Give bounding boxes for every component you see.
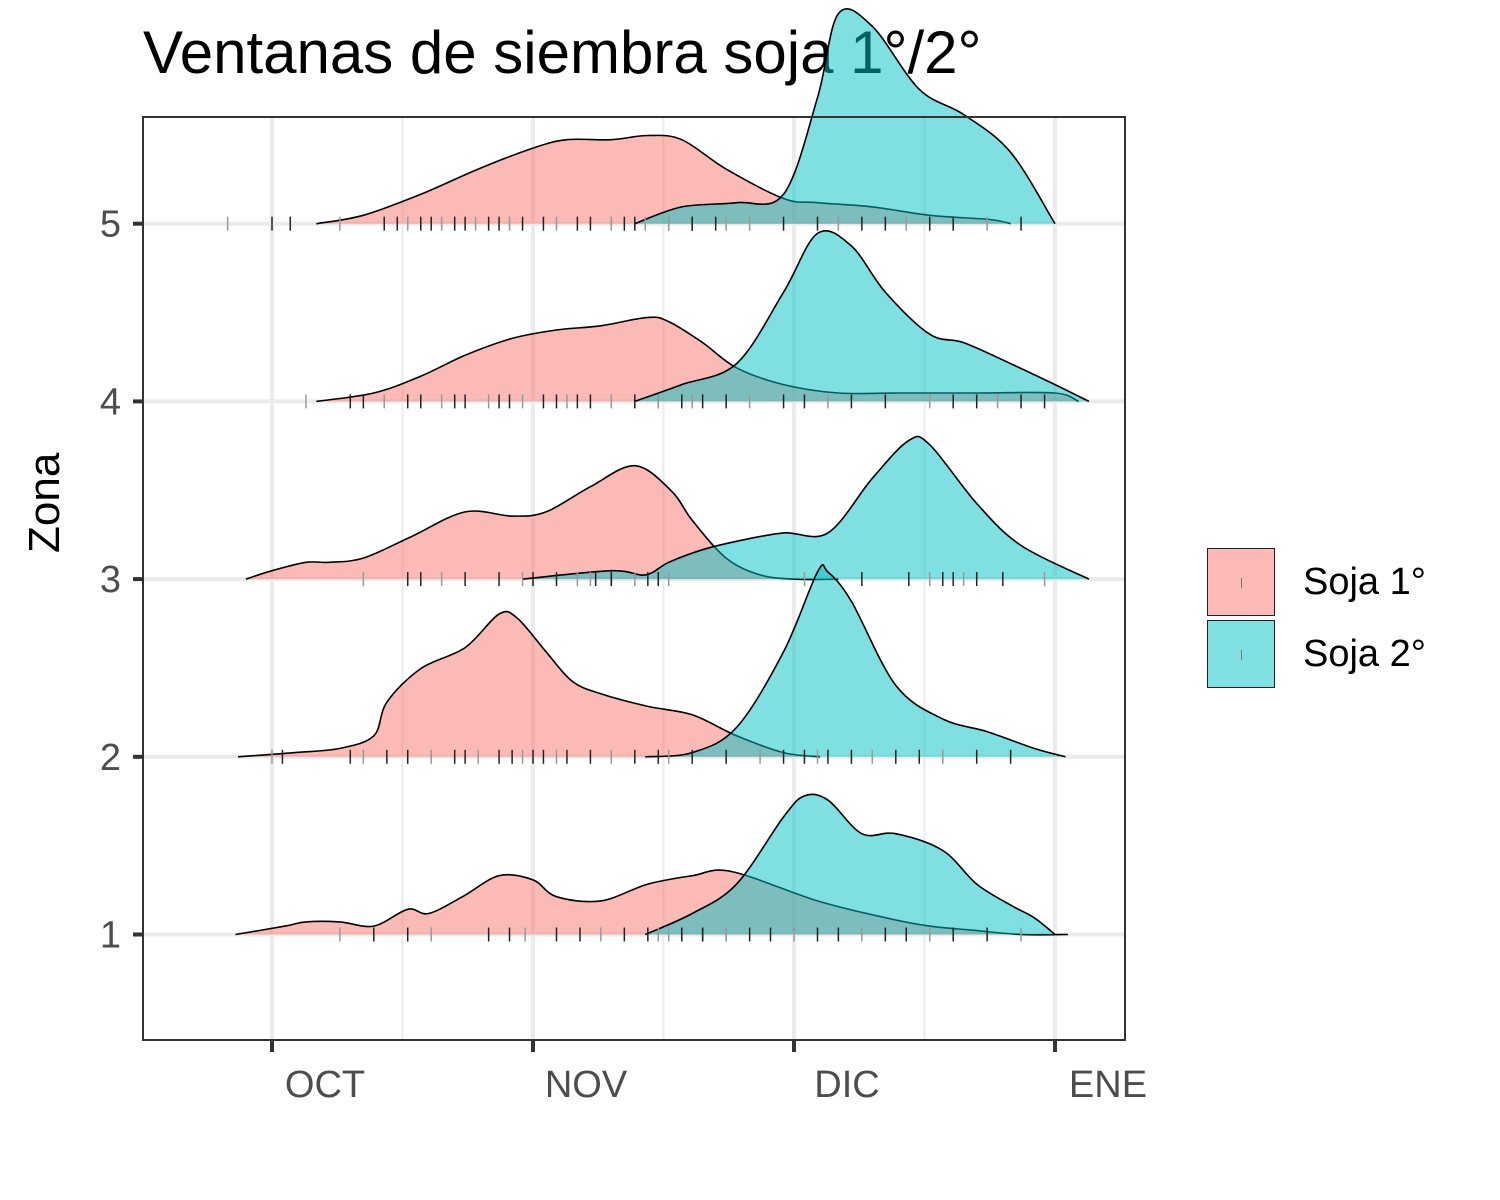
density-area-soja-2-zona-4 [634, 230, 1089, 402]
legend-key-soja-2 [1207, 620, 1275, 688]
legend-item-soja-1: Soja 1° [1207, 546, 1426, 618]
density-area-soja-1-zona-2 [238, 611, 821, 757]
y-tick-label: 1 [100, 915, 121, 957]
density-line-soja-2-zona-5 [634, 8, 1056, 225]
x-tick-label: NOV [545, 1064, 628, 1106]
density-area-soja-1-zona-3 [245, 465, 839, 580]
y-tick-label: 2 [100, 737, 121, 779]
x-tick-label: OCT [285, 1064, 365, 1106]
density-area-soja-1-zona-5 [316, 135, 1011, 224]
density-area-soja-2-zona-3 [522, 436, 1089, 580]
density-line-soja-2-zona-2 [645, 564, 1066, 758]
y-tick-label: 5 [100, 204, 121, 246]
density-line-soja-2-zona-1 [644, 793, 1056, 936]
plot-panel [142, 8, 1126, 1041]
legend-item-soja-2: Soja 2° [1207, 618, 1426, 690]
density-area-soja-2-zona-1 [645, 794, 1055, 935]
density-line-soja-1-zona-2 [238, 610, 821, 758]
density-area-soja-1-zona-4 [316, 317, 1079, 402]
density-line-soja-2-zona-4 [634, 229, 1090, 403]
x-tick-label: DIC [814, 1064, 879, 1106]
y-tick-label: 3 [100, 559, 121, 601]
legend: Soja 1° Soja 2° [1207, 546, 1426, 690]
x-tick-label: ENE [1069, 1064, 1147, 1106]
y-tick-label: 4 [100, 381, 121, 423]
density-area-soja-2-zona-2 [645, 564, 1066, 757]
density-line-soja-2-zona-3 [522, 435, 1090, 580]
legend-label: Soja 2° [1303, 632, 1426, 675]
legend-label: Soja 1° [1303, 560, 1426, 603]
legend-key-soja-1 [1207, 548, 1275, 616]
